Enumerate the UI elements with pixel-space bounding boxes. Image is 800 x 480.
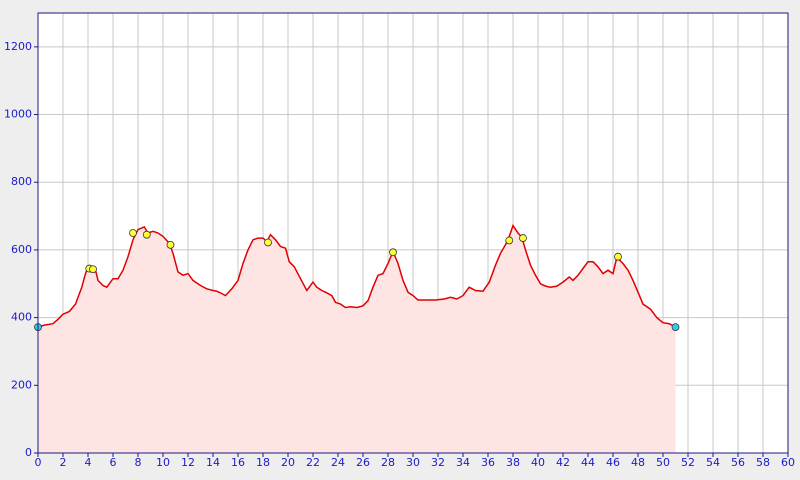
elevation-area — [38, 225, 676, 453]
x-tick-label: 20 — [281, 456, 295, 469]
x-tick-label: 8 — [135, 456, 142, 469]
x-tick-label: 42 — [556, 456, 570, 469]
y-tick-label: 600 — [11, 243, 32, 256]
x-tick-label: 18 — [256, 456, 270, 469]
x-tick-label: 12 — [181, 456, 195, 469]
x-tick-label: 22 — [306, 456, 320, 469]
x-tick-label: 26 — [356, 456, 370, 469]
x-tick-label: 30 — [406, 456, 420, 469]
x-tick-label: 32 — [431, 456, 445, 469]
x-tick-label: 36 — [481, 456, 495, 469]
x-tick-label: 56 — [731, 456, 745, 469]
waypoint — [671, 323, 680, 331]
y-tick-label: 400 — [11, 311, 32, 324]
x-tick-label: 58 — [756, 456, 770, 469]
x-tick-label: 16 — [231, 456, 245, 469]
waypoint — [142, 230, 151, 239]
x-tick-label: 24 — [331, 456, 345, 469]
y-tick-label: 1000 — [4, 108, 32, 121]
waypoint — [389, 248, 397, 257]
waypoint — [505, 236, 514, 245]
x-tick-label: 28 — [381, 456, 395, 469]
x-tick-label: 60 — [781, 456, 795, 469]
waypoint — [519, 234, 527, 242]
waypoint — [264, 238, 272, 247]
x-tick-label: 46 — [606, 456, 620, 469]
y-tick-label: 800 — [11, 175, 32, 188]
x-tick-label: 10 — [156, 456, 170, 469]
x-tick-label: 14 — [206, 456, 220, 469]
waypoint — [614, 252, 622, 261]
y-tick-label: 200 — [11, 378, 32, 391]
x-tick-label: 52 — [681, 456, 695, 469]
x-tick-label: 54 — [706, 456, 720, 469]
x-tick-label: 0 — [35, 456, 42, 469]
waypoint — [129, 229, 137, 237]
x-tick-label: 34 — [456, 456, 470, 469]
waypoint — [89, 265, 97, 274]
y-tick-label: 0 — [25, 446, 32, 459]
x-tick-label: 38 — [506, 456, 520, 469]
x-tick-label: 4 — [85, 456, 92, 469]
x-tick-label: 6 — [110, 456, 117, 469]
x-tick-label: 50 — [656, 456, 670, 469]
x-tick-label: 40 — [531, 456, 545, 469]
x-tick-label: 44 — [581, 456, 595, 469]
x-tick-label: 48 — [631, 456, 645, 469]
waypoint — [166, 240, 175, 249]
elevation-line — [37, 223, 676, 328]
y-tick-label: 1200 — [4, 40, 32, 53]
x-tick-label: 2 — [60, 456, 67, 469]
